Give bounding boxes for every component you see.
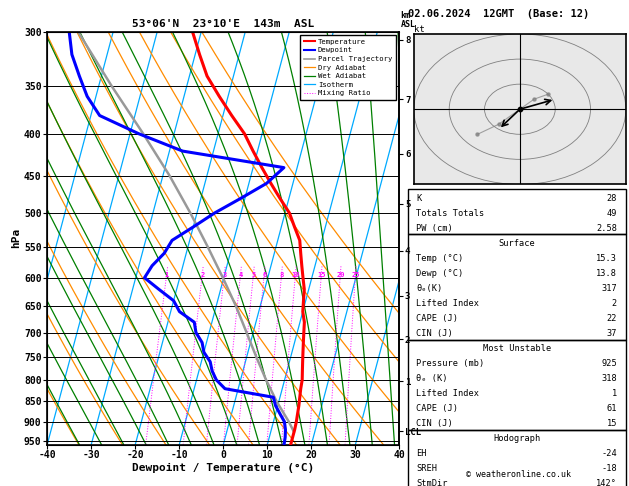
Text: CIN (J): CIN (J) <box>416 329 453 338</box>
Text: K: K <box>416 194 421 203</box>
Text: 22: 22 <box>606 314 617 323</box>
Text: 13.8: 13.8 <box>596 269 617 278</box>
X-axis label: Dewpoint / Temperature (°C): Dewpoint / Temperature (°C) <box>132 463 314 473</box>
Text: Temp (°C): Temp (°C) <box>416 254 464 263</box>
Text: 10: 10 <box>291 272 300 278</box>
Text: StmDir: StmDir <box>416 479 448 486</box>
Text: θₑ(K): θₑ(K) <box>416 284 443 293</box>
Text: kt: kt <box>414 25 425 34</box>
Text: 20: 20 <box>337 272 345 278</box>
Point <box>515 105 525 113</box>
Text: 8: 8 <box>280 272 284 278</box>
Text: 61: 61 <box>606 404 617 413</box>
Text: 1: 1 <box>612 389 617 398</box>
Text: 28: 28 <box>606 194 617 203</box>
Text: EH: EH <box>416 449 427 458</box>
Text: 15: 15 <box>317 272 326 278</box>
Text: 37: 37 <box>606 329 617 338</box>
Text: 2: 2 <box>201 272 204 278</box>
Bar <box>408 430 626 486</box>
Text: Most Unstable: Most Unstable <box>482 344 551 353</box>
Text: 2.58: 2.58 <box>596 224 617 233</box>
Text: Dewp (°C): Dewp (°C) <box>416 269 464 278</box>
Point <box>494 121 504 128</box>
Title: 53°06'N  23°10'E  143m  ASL: 53°06'N 23°10'E 143m ASL <box>132 19 314 30</box>
Text: CAPE (J): CAPE (J) <box>416 314 459 323</box>
Text: 25: 25 <box>352 272 360 278</box>
Text: km
ASL: km ASL <box>401 11 416 29</box>
Point <box>529 95 539 103</box>
Y-axis label: hPa: hPa <box>11 228 21 248</box>
Text: SREH: SREH <box>416 464 437 473</box>
Text: 02.06.2024  12GMT  (Base: 12): 02.06.2024 12GMT (Base: 12) <box>408 9 589 19</box>
Point <box>515 105 525 113</box>
Text: -18: -18 <box>601 464 617 473</box>
Bar <box>408 340 626 430</box>
Text: Surface: Surface <box>498 239 535 248</box>
Text: 317: 317 <box>601 284 617 293</box>
Point <box>543 90 553 98</box>
Legend: Temperature, Dewpoint, Parcel Trajectory, Dry Adiabat, Wet Adiabat, Isotherm, Mi: Temperature, Dewpoint, Parcel Trajectory… <box>301 35 396 100</box>
Text: 49: 49 <box>606 209 617 218</box>
Text: 1: 1 <box>165 272 169 278</box>
Text: 3: 3 <box>223 272 226 278</box>
Text: PW (cm): PW (cm) <box>416 224 453 233</box>
Text: 925: 925 <box>601 359 617 368</box>
Bar <box>408 234 626 340</box>
Text: Pressure (mb): Pressure (mb) <box>416 359 484 368</box>
Text: 142°: 142° <box>596 479 617 486</box>
Text: 5: 5 <box>252 272 256 278</box>
Text: 318: 318 <box>601 374 617 383</box>
Text: 15: 15 <box>606 419 617 428</box>
Text: Lifted Index: Lifted Index <box>416 299 479 308</box>
Text: CAPE (J): CAPE (J) <box>416 404 459 413</box>
Bar <box>408 189 626 234</box>
Text: 4: 4 <box>238 272 243 278</box>
Text: -24: -24 <box>601 449 617 458</box>
Text: Lifted Index: Lifted Index <box>416 389 479 398</box>
Text: Totals Totals: Totals Totals <box>416 209 484 218</box>
Text: CIN (J): CIN (J) <box>416 419 453 428</box>
Text: 6: 6 <box>262 272 267 278</box>
Text: Hodograph: Hodograph <box>493 434 540 443</box>
Text: 15.3: 15.3 <box>596 254 617 263</box>
Text: θₑ (K): θₑ (K) <box>416 374 448 383</box>
Text: © weatheronline.co.uk: © weatheronline.co.uk <box>466 469 571 479</box>
Text: 2: 2 <box>612 299 617 308</box>
Point <box>472 130 482 138</box>
